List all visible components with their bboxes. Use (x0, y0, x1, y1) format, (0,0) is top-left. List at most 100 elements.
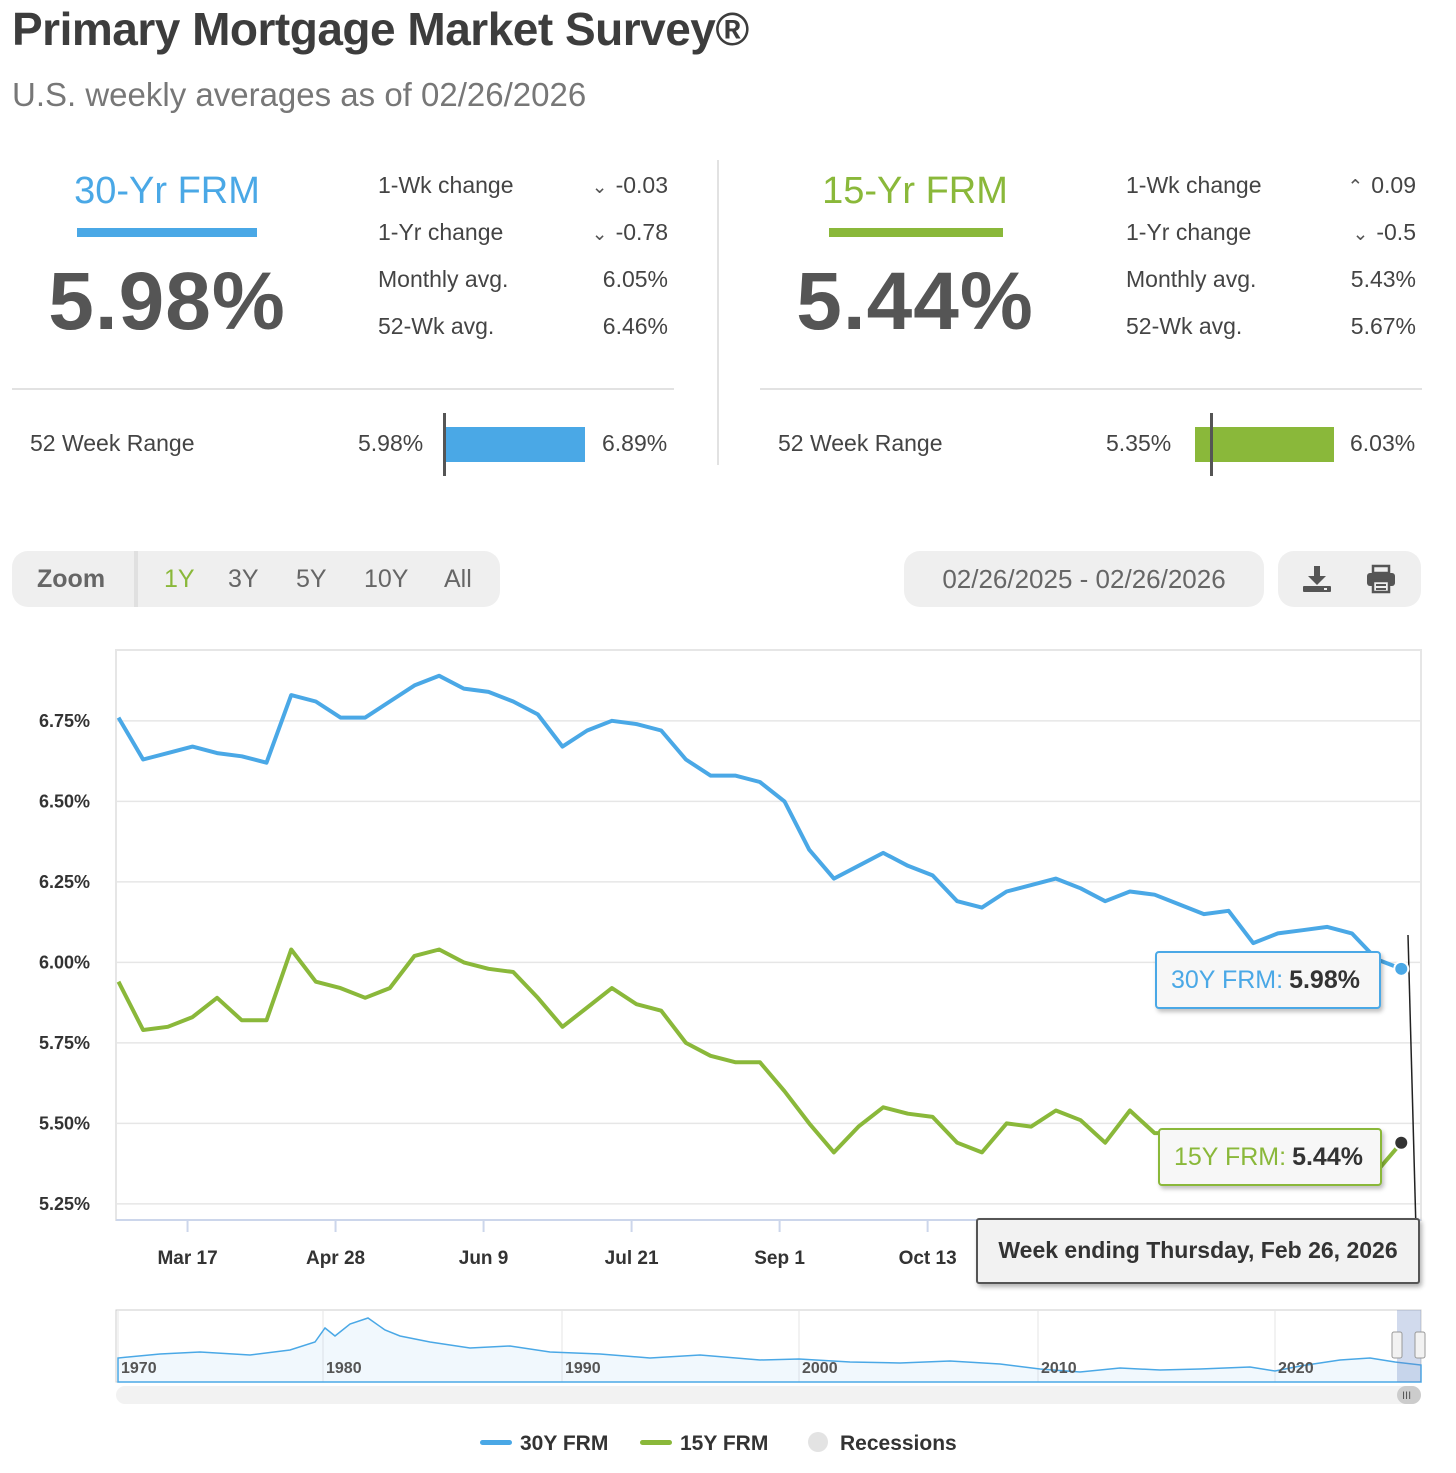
frm15-name: 15-Yr FRM (822, 170, 1008, 212)
x-tick-label: Mar 17 (157, 1248, 217, 1269)
legend-dot-recessions (808, 1432, 828, 1453)
zoom-3y-button[interactable]: 3Y (228, 565, 259, 593)
frm15-stat-monthly: Monthly avg. 5.43% (1126, 266, 1416, 296)
plot-area (115, 649, 1422, 1221)
range-high: 6.03% (1350, 430, 1416, 456)
x-tick-label: Jun 9 (459, 1248, 509, 1269)
scrollbar-track[interactable] (116, 1386, 1421, 1404)
data-point (1393, 1134, 1410, 1151)
x-tick-label: Apr 28 (306, 1248, 365, 1269)
zoom-10y-button[interactable]: 10Y (364, 565, 409, 593)
zoom-all-button[interactable]: All (444, 565, 472, 593)
navigator-tick-label: 1980 (326, 1360, 362, 1377)
x-tick-label: Sep 1 (754, 1248, 805, 1269)
range-high: 6.89% (602, 430, 668, 456)
date-range-input[interactable]: 02/26/2025 - 02/26/2026 (904, 551, 1264, 607)
stat-value: 6.46% (602, 313, 668, 339)
stat-value: 5.43% (1350, 266, 1416, 292)
panel-separator (717, 160, 719, 465)
frm30-rate: 5.98% (48, 256, 286, 347)
printer-icon[interactable] (1364, 563, 1398, 595)
download-icon[interactable] (1300, 563, 1334, 595)
x-tick-label: Oct 13 (899, 1248, 957, 1269)
tooltip-week: Week ending Thursday, Feb 26, 2026 (976, 1218, 1420, 1284)
chevron-down-icon: ⌄ (591, 224, 608, 245)
frm15-stat-1yr: 1-Yr change ⌄ -0.5 (1126, 219, 1416, 249)
stat-value: ⌄ -0.78 (591, 219, 668, 245)
legend-item-recessions[interactable]: Recessions (808, 1432, 957, 1456)
y-tick-label: 6.75% (39, 711, 90, 731)
frm15-underline (829, 228, 1003, 237)
tooltip-15y-value: 5.44% (1292, 1143, 1363, 1171)
y-tick-label: 5.25% (39, 1194, 90, 1214)
y-tick-label: 6.25% (39, 872, 90, 892)
navigator-tick-label: 2020 (1278, 1360, 1314, 1377)
scrollbar-thumb[interactable] (1397, 1386, 1421, 1404)
range-current-marker (1210, 413, 1213, 476)
navigator-tick-label: 1990 (565, 1360, 601, 1377)
zoom-divider (134, 551, 138, 607)
divider (12, 388, 674, 390)
y-tick-label: 6.00% (39, 952, 90, 972)
legend-swatch-30y (480, 1439, 512, 1445)
frm30-stat-1yr: 1-Yr change ⌄ -0.78 (378, 219, 668, 249)
navigator-handle-left[interactable] (1391, 1331, 1403, 1359)
frm15-rate: 5.44% (796, 256, 1034, 347)
navigator-tick-label: 1970 (121, 1360, 157, 1377)
x-tick-label: Jul 21 (605, 1248, 659, 1269)
legend-swatch-15y (640, 1439, 672, 1445)
page-subtitle: U.S. weekly averages as of 02/26/2026 (12, 76, 587, 113)
rate-history-chart[interactable]: 6.75% 6.50% 6.25% 6.00% 5.75% 5.50% 5.25% Mar … (0, 630, 1456, 1420)
stat-label: Monthly avg. (1126, 266, 1257, 292)
chevron-up-icon: ⌃ (1347, 177, 1364, 198)
chevron-down-icon: ⌄ (1352, 224, 1369, 245)
stat-label: 1-Wk change (378, 172, 514, 198)
stat-label: 52-Wk avg. (378, 313, 495, 339)
zoom-control: Zoom 1Y 3Y 5Y 10Y All (12, 551, 500, 607)
frm30-panel: 30-Yr FRM 5.98% 1-Wk change ⌄ -0.03 1-Yr … (12, 160, 674, 476)
tooltip-30y: 30Y FRM: 5.98% (1155, 951, 1381, 1009)
frm30-name: 30-Yr FRM (74, 170, 260, 212)
navigator[interactable] (115, 1309, 1422, 1383)
stat-label: Monthly avg. (378, 266, 509, 292)
range-low: 5.35% (1106, 430, 1172, 456)
series-line-30y[interactable] (116, 673, 1403, 971)
range-low: 5.98% (358, 430, 424, 456)
stat-value: 5.67% (1350, 313, 1416, 339)
divider (760, 388, 1422, 390)
stat-value: ⌄ -0.03 (591, 172, 668, 198)
frm15-panel: 15-Yr FRM 5.44% 1-Wk change ⌃ 0.09 1-Yr c… (760, 160, 1422, 476)
crosshair-line (1407, 934, 1417, 1231)
legend-item-15y[interactable]: 15Y FRM (640, 1432, 768, 1456)
tooltip-30y-value: 5.98% (1289, 966, 1360, 994)
scrollbar-grip-icon: III (1402, 1390, 1411, 1402)
zoom-1y-button[interactable]: 1Y (164, 565, 195, 593)
frm30-stat-52wk: 52-Wk avg. 6.46% (378, 313, 668, 343)
y-tick-label: 6.50% (39, 791, 90, 811)
tooltip-15y-label: 15Y FRM: (1174, 1143, 1287, 1171)
chart-tools (1278, 551, 1421, 607)
stat-label: 1-Yr change (378, 219, 504, 245)
zoom-5y-button[interactable]: 5Y (296, 565, 327, 593)
y-tick-label: 5.75% (39, 1033, 90, 1053)
chevron-down-icon: ⌄ (591, 177, 608, 198)
stat-value: ⌃ 0.09 (1347, 172, 1416, 198)
navigator-series (117, 1317, 1422, 1383)
frm30-stat-monthly: Monthly avg. 6.05% (378, 266, 668, 296)
y-tick-label: 5.50% (39, 1113, 90, 1133)
page-title: Primary Mortgage Market Survey® (12, 3, 749, 55)
range-label: 52 Week Range (778, 430, 943, 456)
range-bar (1195, 427, 1334, 462)
navigator-handle-right[interactable] (1414, 1331, 1426, 1359)
range-label: 52 Week Range (30, 430, 195, 456)
stat-label: 1-Yr change (1126, 219, 1252, 245)
frm30-stat-1wk: 1-Wk change ⌄ -0.03 (378, 172, 668, 202)
data-point (1393, 960, 1410, 977)
navigator-tick-label: 2000 (802, 1360, 838, 1377)
range-bar (445, 427, 585, 462)
stat-value: 6.05% (602, 266, 668, 292)
zoom-label: Zoom (37, 565, 106, 593)
legend-item-30y[interactable]: 30Y FRM (480, 1432, 608, 1456)
stat-label: 1-Wk change (1126, 172, 1262, 198)
frm15-stat-1wk: 1-Wk change ⌃ 0.09 (1126, 172, 1416, 202)
